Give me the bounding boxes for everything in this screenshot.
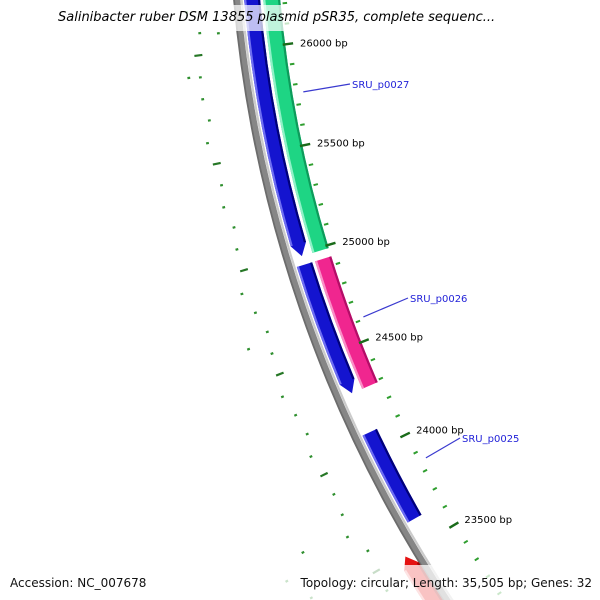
minor-tick — [335, 261, 341, 266]
minor-tick — [341, 281, 347, 285]
feature-SRU_p0026-category[interactable] — [314, 256, 378, 389]
feature-SRU_p0025-cds[interactable] — [362, 428, 422, 523]
feature-edge-shadow — [374, 428, 422, 516]
feature-edge-shadow — [278, 0, 329, 249]
outer-major-dash — [319, 471, 329, 478]
outer-minor-dot — [293, 413, 298, 417]
minor-tick — [300, 123, 305, 127]
feature-edge-highlight — [362, 434, 410, 523]
status-summary: Topology: circular; Length: 35,505 bp; G… — [300, 575, 592, 590]
minor-tick — [395, 414, 401, 418]
outer-minor-dot — [309, 454, 313, 459]
minor-tick — [370, 357, 376, 362]
minor-tick — [296, 103, 302, 106]
outer-minor-dot — [253, 311, 258, 315]
minor-tick — [442, 504, 448, 509]
outer-major-dash — [212, 161, 221, 166]
minor-tick — [308, 163, 314, 167]
minor-tick — [323, 222, 329, 226]
minor-tick — [432, 486, 438, 491]
bp-tick-label: 26000 bp — [300, 38, 348, 49]
outer-minor-dot — [232, 225, 236, 229]
minor-tick — [318, 202, 324, 207]
gene-labels: SRU_p0027 SRU_p0026 SRU_p0025 — [303, 80, 519, 459]
minor-tick — [313, 183, 319, 187]
major-tick — [325, 241, 336, 247]
outer-minor-dot — [222, 205, 226, 209]
map-title-box: Salinibacter ruber DSM 13855 plasmid pSR… — [58, 5, 495, 31]
outer-scatter-dot — [246, 347, 251, 351]
outer-minor-dot — [345, 535, 350, 539]
minor-tick — [355, 319, 361, 324]
gene-label-SRU_p0026[interactable]: SRU_p0026 — [410, 294, 467, 305]
gene-label-SRU_p0027[interactable]: SRU_p0027 — [352, 80, 409, 91]
feature-edge-shadow — [329, 256, 378, 383]
major-tick — [448, 521, 460, 529]
minor-tick — [463, 539, 469, 544]
gene-label-SRU_p0025[interactable]: SRU_p0025 — [462, 434, 519, 445]
status-bar: Accession: NC_007678 Topology: circular;… — [0, 565, 600, 600]
map-title: Salinibacter ruber DSM 13855 plasmid pSR… — [58, 10, 496, 25]
feature-edge-highlight — [263, 0, 315, 253]
outer-minor-dot — [219, 183, 224, 187]
minor-tick — [378, 376, 384, 381]
feature-edge-shadow — [310, 262, 355, 380]
major-tick — [299, 142, 311, 148]
outer-scatter-dot — [301, 550, 305, 555]
outer-minor-dot — [205, 141, 210, 145]
outer-minor-dot — [240, 292, 244, 296]
outer-major-dash — [239, 268, 249, 273]
minor-tick — [292, 82, 298, 86]
outer-minor-dot — [280, 395, 285, 399]
feature-edge-highlight — [314, 260, 365, 389]
label-leader-line — [303, 83, 351, 93]
feature-edge-highlight — [244, 0, 293, 247]
bp-tick-label: 25500 bp — [317, 139, 365, 150]
minor-tick — [422, 468, 428, 473]
outer-minor-dot — [270, 352, 274, 356]
bp-tick-label: 25000 bp — [342, 237, 390, 248]
features — [244, 0, 443, 600]
outer-major-dash — [275, 371, 284, 377]
minor-tick — [348, 300, 354, 304]
outer-minor-dot — [265, 330, 269, 334]
minor-tick — [474, 557, 480, 562]
major-tick — [282, 42, 294, 46]
feature-SRU_p0026-cds[interactable] — [296, 262, 355, 394]
outer-dash-ring — [185, 11, 389, 600]
bp-tick-label: 24500 bp — [375, 333, 423, 344]
outer-major-dash — [194, 53, 203, 58]
status-accession: Accession: NC_007678 — [10, 575, 147, 590]
minor-tick — [386, 395, 392, 400]
minor-tick — [289, 62, 295, 66]
major-tick — [358, 338, 370, 345]
feature-edge-highlight — [296, 266, 342, 385]
bp-tick-label: 23500 bp — [464, 515, 512, 526]
bp-tick-label: 24000 bp — [416, 426, 464, 437]
ruler: 23500 bp 24000 bp 24500 bp 25000 bp 25500 bp… — [282, 1, 512, 596]
outer-minor-dot — [366, 549, 370, 553]
feature-edge-shadow — [258, 0, 306, 243]
minor-tick — [413, 450, 419, 455]
outer-minor-dot — [235, 247, 239, 251]
major-tick — [399, 431, 411, 439]
outer-minor-dot — [332, 492, 336, 496]
outer-minor-dot — [305, 432, 309, 436]
label-leader-line — [363, 297, 409, 318]
label-leader-line — [425, 437, 461, 459]
outer-minor-dot — [340, 513, 345, 517]
